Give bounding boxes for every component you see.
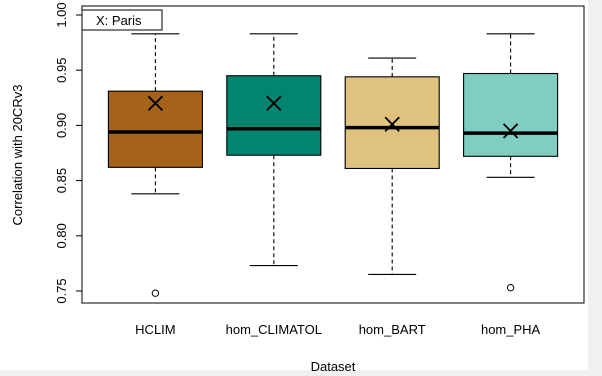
x-tick-label: hom_CLIMATOL [226,322,322,337]
x-tick-labels: HCLIM hom_CLIMATOL hom_BART hom_PHA [135,322,540,337]
boxplot-series [107,33,559,297]
x-tick-label: hom_BART [359,322,426,337]
y-tick-label: 0.85 [54,168,69,193]
y-tick-label: 0.75 [54,278,69,303]
y-tick-label: 0.90 [54,113,69,138]
bottom-strip [0,370,602,376]
box-hom_CLIMATOL [226,33,322,267]
y-axis-label: Correlation with 20CRv3 [10,85,25,226]
iqr-box [344,76,440,170]
outlier-point [151,289,160,297]
x-tick-label: hom_PHA [481,322,541,337]
y-tick-label: 1.00 [54,2,69,27]
outlier-point [506,283,515,292]
box-HCLIM [107,33,203,297]
paris-x-marker [147,95,164,111]
side-strip [588,0,602,376]
y-tick-label: 0.80 [54,223,69,248]
y-axis: 0.75 0.80 0.85 0.90 0.95 1.00 [54,2,83,304]
box-hom_PHA [463,33,559,292]
y-tick-label: 0.95 [54,58,69,83]
annotation-text: X: Paris [96,13,142,28]
iqr-box [226,75,322,156]
paris-x-marker [266,95,282,111]
annotation-legend: X: Paris [81,9,163,31]
paris-x-marker [384,116,400,132]
box-hom_BART [344,57,440,275]
x-tick-label: HCLIM [135,322,175,337]
x-axis-label: Dataset [311,359,356,374]
paris-x-marker [502,123,519,139]
iqr-box [463,72,559,157]
